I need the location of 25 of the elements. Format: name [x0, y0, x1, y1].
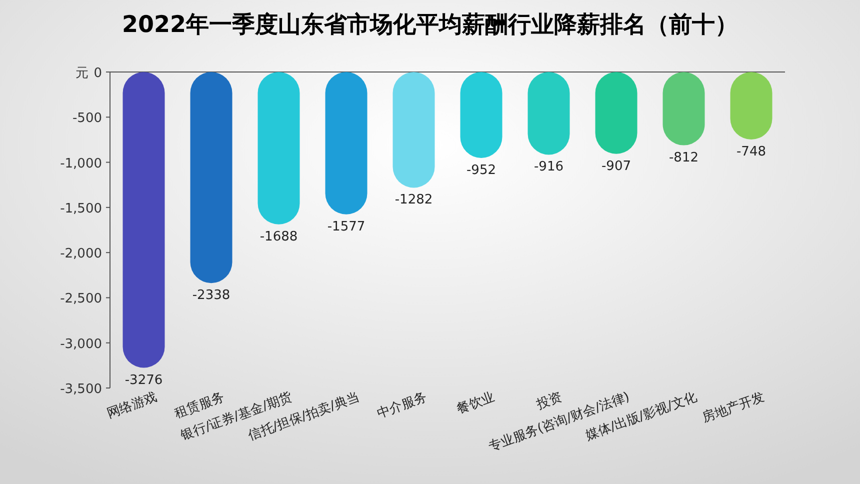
- data-label: -3276: [124, 372, 163, 388]
- y-tick-label: -1,500: [60, 201, 102, 216]
- x-tick-label: 餐饮业: [454, 390, 497, 418]
- y-tick-label: 0: [94, 66, 102, 81]
- data-label: -1282: [394, 192, 433, 208]
- y-tick-label: -3,500: [60, 382, 102, 397]
- x-tick-label: 房地产开发: [700, 388, 767, 426]
- chart-title: 2022年一季度山东省市场化平均薪酬行业降薪排名（前十）: [122, 11, 738, 38]
- y-tick-label: -2,000: [60, 246, 102, 262]
- y-tick-label: -2,500: [60, 292, 102, 307]
- data-label: -812: [668, 150, 699, 166]
- data-label: -1688: [260, 229, 298, 244]
- x-tick-label: 网络游戏: [105, 390, 160, 422]
- data-label: -748: [736, 144, 766, 160]
- y-tick-label: -1,000: [60, 156, 102, 172]
- data-label: -952: [466, 162, 496, 178]
- y-axis-title: 元: [76, 66, 88, 81]
- y-tick-label: -3,000: [60, 336, 102, 352]
- data-label: -2338: [192, 288, 230, 304]
- y-tick-label: -500: [72, 111, 102, 126]
- data-label: -907: [601, 158, 632, 174]
- data-label: -1577: [327, 219, 366, 234]
- data-label: -916: [534, 160, 564, 175]
- x-tick-label: 中介服务: [375, 390, 430, 422]
- x-tick-label: 投资: [534, 390, 564, 413]
